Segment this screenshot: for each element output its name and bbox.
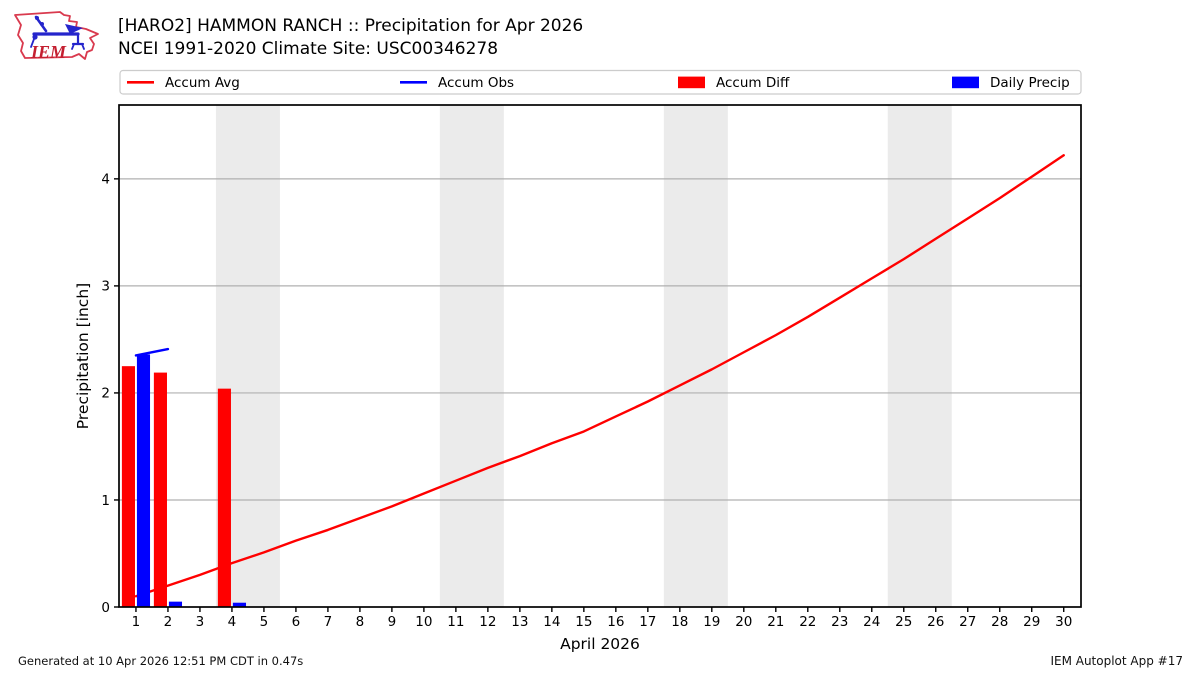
accum-diff-bar [217,388,231,607]
x-tick-label: 7 [324,614,333,630]
y-tick-label: 1 [101,493,110,509]
x-axis-label: April 2026 [560,635,640,653]
x-tick-label: 11 [447,614,464,630]
iem-logo: IEM [14,11,99,62]
weekend-band [663,105,728,607]
title-block: [HARO2] HAMMON RANCH :: Precipitation fo… [118,15,583,61]
x-tick-label: 25 [895,614,912,630]
plot-border [118,104,1082,608]
x-tick-label: 2 [164,614,173,630]
x-tick-label: 9 [388,614,397,630]
x-tick-label: 16 [607,614,624,630]
accum-obs-line [134,347,170,357]
x-tick-label: 28 [991,614,1008,630]
x-tick-label: 5 [260,614,269,630]
x-tick-label: 6 [292,614,301,630]
logo-text: IEM [30,42,67,62]
legend-box [119,69,1082,95]
app-credit: IEM Autoplot App #17 [1050,654,1183,668]
x-tick-label: 8 [356,614,365,630]
chart-subtitle: NCEI 1991-2020 Climate Site: USC00346278 [118,39,499,59]
x-tick-label: 13 [511,614,528,630]
accum-diff-bar [153,372,167,607]
chart-title: [HARO2] HAMMON RANCH :: Precipitation fo… [118,16,584,36]
y-axis-label: Precipitation [inch] [74,283,92,429]
x-tick-label: 3 [196,614,205,630]
x-tick-label: 4 [228,614,237,630]
y-tick-label: 2 [101,386,110,402]
weather-station-icon [30,15,85,50]
weekend-band [439,105,504,607]
legend-label-accum-obs: Accum Obs [438,75,514,91]
x-tick-label: 14 [543,614,560,630]
weekend-band [887,105,952,607]
x-tick-label: 20 [735,614,752,630]
y-tick-label: 4 [101,172,110,188]
x-tick-label: 21 [767,614,784,630]
x-tick-label: 15 [575,614,592,630]
x-tick-label: 18 [671,614,688,630]
legend-swatch-accum-diff [678,76,705,89]
legend-label-daily-precip: Daily Precip [990,75,1070,91]
legend-swatch-daily-precip [952,76,979,89]
accum-avg-line [134,154,1065,598]
x-tick-label: 30 [1055,614,1072,630]
y-tick-label: 3 [101,279,110,295]
legend-label-accum-diff: Accum Diff [716,75,790,91]
x-tick-label: 24 [863,614,880,630]
accum-diff-bar [121,366,135,607]
x-tick-label: 10 [415,614,432,630]
generated-timestamp: Generated at 10 Apr 2026 12:51 PM CDT in… [18,654,304,668]
x-tick-label: 26 [927,614,944,630]
x-tick-label: 1 [132,614,141,630]
x-tick-label: 23 [831,614,848,630]
daily-precip-bar [136,354,151,607]
x-tick-label: 12 [479,614,496,630]
x-tick-label: 22 [799,614,816,630]
x-tick-label: 29 [1023,614,1040,630]
x-tick-label: 17 [639,614,656,630]
daily-precip-bar [232,602,247,607]
y-tick-label: 0 [101,600,110,616]
legend-label-accum-avg: Accum Avg [165,75,240,91]
x-tick-label: 19 [703,614,720,630]
daily-precip-bar [168,601,183,607]
x-tick-label: 27 [959,614,976,630]
